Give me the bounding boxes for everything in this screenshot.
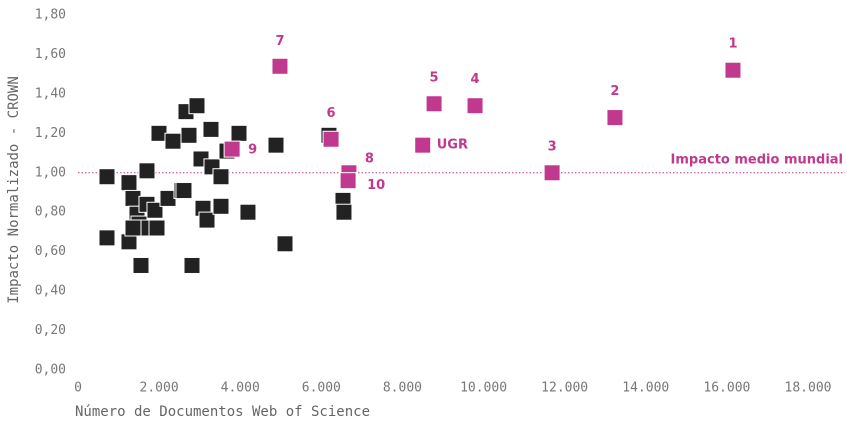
point-label: 1 bbox=[728, 37, 737, 52]
x-tick-label: 4.000 bbox=[221, 381, 260, 396]
marker bbox=[339, 172, 357, 190]
marker bbox=[198, 211, 216, 229]
x-tick-label: 14.000 bbox=[622, 381, 669, 396]
y-tick-label: 1,00 bbox=[35, 165, 66, 180]
marker bbox=[175, 182, 193, 200]
marker bbox=[271, 57, 289, 75]
marker bbox=[223, 140, 241, 158]
marker bbox=[148, 219, 166, 237]
point-label: UGR bbox=[437, 138, 468, 153]
point-label: 2 bbox=[610, 84, 619, 99]
point-label: 9 bbox=[248, 143, 257, 158]
marker bbox=[267, 136, 285, 154]
marker bbox=[724, 61, 742, 79]
marker bbox=[98, 229, 116, 247]
marker bbox=[183, 256, 201, 274]
point-label: 8 bbox=[365, 151, 374, 166]
marker bbox=[230, 124, 248, 142]
y-tick-label: 0,40 bbox=[35, 284, 66, 299]
y-tick-label: 0,80 bbox=[35, 205, 66, 220]
point-label: 4 bbox=[471, 72, 480, 87]
marker bbox=[322, 130, 340, 148]
marker bbox=[188, 97, 206, 115]
marker bbox=[276, 235, 294, 253]
reference-label: Impacto medio mundial bbox=[671, 152, 843, 167]
x-tick-label: 0 bbox=[74, 381, 82, 396]
marker bbox=[335, 203, 353, 221]
marker bbox=[98, 168, 116, 186]
marker bbox=[146, 201, 164, 219]
point-label: 10 bbox=[367, 178, 385, 193]
marker bbox=[138, 162, 156, 180]
marker bbox=[414, 136, 432, 154]
marker bbox=[466, 97, 484, 115]
x-tick-label: 16.000 bbox=[703, 381, 750, 396]
marker bbox=[120, 174, 138, 192]
x-axis-label: Número de Documentos Web of Science bbox=[75, 404, 370, 420]
x-tick-label: 10.000 bbox=[460, 381, 507, 396]
marker bbox=[180, 126, 198, 144]
marker bbox=[202, 120, 220, 138]
marker bbox=[425, 95, 443, 113]
x-tick-label: 2.000 bbox=[140, 381, 179, 396]
marker bbox=[212, 197, 230, 215]
marker bbox=[239, 203, 257, 221]
y-tick-label: 0,00 bbox=[35, 363, 66, 378]
marker bbox=[606, 109, 624, 127]
point-label: 5 bbox=[430, 70, 439, 85]
y-tick-label: 1,60 bbox=[35, 47, 66, 62]
x-tick-label: 12.000 bbox=[541, 381, 588, 396]
point-label: 3 bbox=[548, 139, 557, 154]
x-tick-label: 18.000 bbox=[785, 381, 832, 396]
point-label: 6 bbox=[327, 106, 336, 121]
y-axis-label: Impacto Normalizado - CROWN bbox=[6, 76, 22, 304]
marker bbox=[124, 219, 142, 237]
marker bbox=[543, 164, 561, 182]
y-tick-label: 0,20 bbox=[35, 323, 66, 338]
x-tick-label: 8.000 bbox=[383, 381, 422, 396]
point-label: 7 bbox=[275, 34, 284, 49]
x-tick-label: 6.000 bbox=[302, 381, 341, 396]
marker bbox=[164, 132, 182, 150]
y-tick-label: 1,80 bbox=[35, 8, 66, 23]
y-tick-label: 1,20 bbox=[35, 126, 66, 141]
y-tick-label: 1,40 bbox=[35, 86, 66, 101]
marker bbox=[212, 168, 230, 186]
marker bbox=[132, 256, 150, 274]
y-tick-label: 0,60 bbox=[35, 244, 66, 259]
